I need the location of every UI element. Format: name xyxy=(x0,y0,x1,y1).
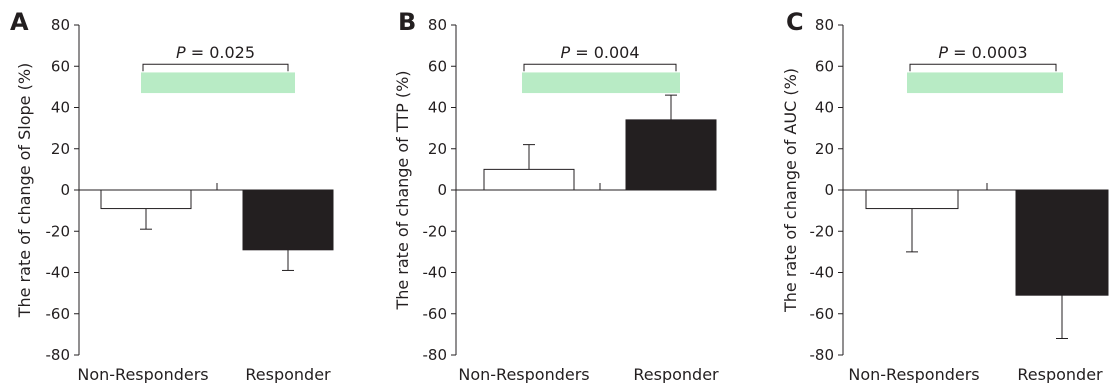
p-value-annotation: P = 0.004 xyxy=(560,43,639,62)
bar-1 xyxy=(242,189,334,251)
y-axis-label: The rate of change of Slope (%) xyxy=(15,63,34,319)
y-tick-label: 80 xyxy=(51,16,70,34)
y-tick-label: 80 xyxy=(428,16,447,34)
chart-panel-c: 80 60 40 20 0 -20 -40 -60 -80 Non-Responders Respo… xyxy=(781,8,1109,383)
significance-highlight xyxy=(907,72,1063,94)
y-tick-label: 20 xyxy=(51,140,70,158)
x-tick-label: Responder xyxy=(245,365,331,383)
y-tick-label: 80 xyxy=(815,16,834,34)
y-tick-label: 60 xyxy=(815,57,834,75)
y-tick-label: 40 xyxy=(815,99,834,117)
y-tick-label: -40 xyxy=(810,264,835,282)
y-tick-label: -80 xyxy=(810,346,835,364)
x-tick-label: Non-Responders xyxy=(848,365,979,383)
y-tick-label: 0 xyxy=(437,181,447,199)
p-value-text: = 0.025 xyxy=(186,43,255,62)
y-tick-label: -60 xyxy=(423,305,448,323)
bar-1 xyxy=(625,119,717,191)
x-tick-label: Non-Responders xyxy=(458,365,589,383)
significance-bracket xyxy=(142,63,289,72)
panel-label: A xyxy=(10,8,29,36)
y-tick-label: -80 xyxy=(423,346,448,364)
p-value-symbol: P xyxy=(176,43,186,62)
y-tick-label: 40 xyxy=(428,99,447,117)
y-tick-label: 40 xyxy=(51,99,70,117)
p-value-symbol: P xyxy=(938,43,948,62)
significance-bracket xyxy=(523,63,677,72)
panel-label: B xyxy=(398,8,416,36)
p-value-symbol: P xyxy=(560,43,570,62)
y-tick-label: 60 xyxy=(428,57,447,75)
y-axis-label: The rate of change of AUC (%) xyxy=(781,68,800,313)
p-value-annotation: P = 0.025 xyxy=(176,43,255,62)
bar-0 xyxy=(483,168,575,191)
bar-0 xyxy=(865,189,959,210)
significance-highlight xyxy=(141,72,295,94)
significance-bracket xyxy=(909,63,1057,72)
p-value-text: = 0.0003 xyxy=(948,43,1028,62)
y-tick-label: -20 xyxy=(46,222,71,240)
y-tick-label: 60 xyxy=(51,57,70,75)
y-tick-label: -40 xyxy=(46,264,71,282)
chart-panel-b: 80 60 40 20 0 -20 -40 -60 -80 Non-Responders Respo… xyxy=(393,8,719,383)
chart-panel-a: 80 60 40 20 0 -20 -40 -60 -80 Non-Responders Respo… xyxy=(10,8,334,383)
y-tick-label: -60 xyxy=(810,305,835,323)
y-axis-label: The rate of change of TTP (%) xyxy=(393,70,412,310)
y-tick-label: -60 xyxy=(46,305,71,323)
p-value-text: = 0.004 xyxy=(570,43,639,62)
bar-1 xyxy=(1015,189,1109,296)
x-tick-label: Responder xyxy=(633,365,719,383)
x-tick-label: Responder xyxy=(1017,365,1103,383)
bar-0 xyxy=(100,189,192,210)
y-tick-label: -20 xyxy=(810,222,835,240)
y-tick-label: 20 xyxy=(428,140,447,158)
y-tick-label: -20 xyxy=(423,222,448,240)
y-tick-label: -40 xyxy=(423,264,448,282)
y-tick-label: 20 xyxy=(815,140,834,158)
y-tick-label: 0 xyxy=(60,181,70,199)
x-tick-label: Non-Responders xyxy=(77,365,208,383)
y-tick-label: -80 xyxy=(46,346,71,364)
significance-highlight xyxy=(522,72,680,94)
p-value-annotation: P = 0.0003 xyxy=(938,43,1027,62)
y-tick-label: 0 xyxy=(824,181,834,199)
panel-label: C xyxy=(786,8,804,36)
